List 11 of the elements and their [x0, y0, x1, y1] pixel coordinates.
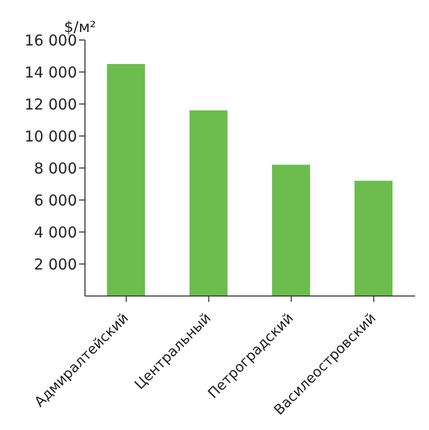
y-tick-label: 2 000: [34, 255, 77, 274]
y-tick-label: 12 000: [24, 95, 77, 114]
y-tick-label: 4 000: [34, 223, 77, 242]
y-tick-label: 8 000: [34, 159, 77, 178]
y-tick-label: 10 000: [24, 127, 77, 146]
bar: [272, 164, 310, 296]
bar: [190, 110, 228, 296]
bar: [107, 64, 145, 296]
y-tick-label: 14 000: [24, 63, 77, 82]
bar: [354, 180, 392, 296]
y-tick-label: 6 000: [34, 191, 77, 210]
